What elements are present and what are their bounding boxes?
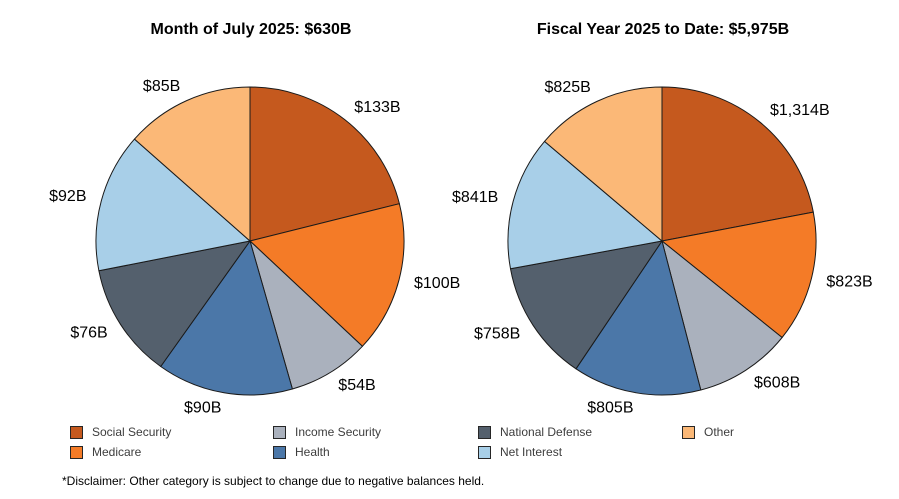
right-chart-title: Fiscal Year 2025 to Date: $5,975B <box>536 21 790 38</box>
legend-item-health: Health <box>273 445 381 459</box>
pie-left-label-health: $90B <box>184 400 221 417</box>
pie-right-slice-health <box>575 240 702 396</box>
pie-left-label-medicare: $100B <box>414 275 460 292</box>
pie-left-slice-income-security <box>249 240 363 390</box>
legend-item-social-security: Social Security <box>70 425 171 439</box>
pie-left-label-net-interest: $92B <box>49 188 86 205</box>
legend-item-net-interest: Net Interest <box>478 445 592 459</box>
disclaimer-text: *Disclaimer: Other category is subject t… <box>62 474 485 488</box>
pie-left-label-other: $85B <box>143 78 180 95</box>
legend-item-national-defense: National Defense <box>478 425 592 439</box>
legend-swatch-social-security <box>70 425 83 439</box>
pie-left-slice-social-security <box>249 86 400 242</box>
pie-right-label-medicare: $823B <box>826 273 872 290</box>
pie-right-label-other: $825B <box>545 79 591 96</box>
pie-left-label-national-defense: $76B <box>70 324 107 341</box>
legend-label-other: Other <box>704 425 735 439</box>
legend-swatch-income-security <box>273 425 286 439</box>
legend-label-health: Health <box>295 445 330 459</box>
pie-left-slice-medicare <box>249 203 405 347</box>
legend-swatch-national-defense <box>478 425 491 439</box>
pie-right-slice-income-security <box>661 240 783 391</box>
pie-right-slice-medicare <box>661 211 817 338</box>
pie-right-label-national-defense: $758B <box>474 325 520 342</box>
pie-right-label-social-security: $1,314B <box>770 102 830 119</box>
legend-label-national-defense: National Defense <box>500 425 593 439</box>
pie-left-label-social-security: $133B <box>354 99 400 116</box>
legend-item-income-security: Income Security <box>273 425 381 439</box>
left-chart-title: Month of July 2025: $630B <box>150 21 352 38</box>
pie-left-label-income-security: $54B <box>338 377 375 394</box>
chart-legend: Social Security Medicare Income Security… <box>0 425 899 465</box>
legend-item-medicare: Medicare <box>70 445 171 459</box>
legend-item-other: Other <box>682 425 734 439</box>
legend-label-net-interest: Net Interest <box>500 445 563 459</box>
pie-right-slice-national-defense <box>510 240 663 370</box>
pie-right-slice-other <box>544 86 663 242</box>
legend-column-2: Income Security Health <box>273 425 381 459</box>
legend-column-3: National Defense Net Interest <box>478 425 592 459</box>
pie-left-slice-other <box>134 86 251 242</box>
legend-column-4: Other <box>682 425 734 439</box>
legend-label-medicare: Medicare <box>92 445 142 459</box>
legend-column-1: Social Security Medicare <box>70 425 171 459</box>
legend-swatch-other <box>682 425 695 439</box>
pie-right-slice-social-security <box>661 86 814 242</box>
pie-left-slice-national-defense <box>98 240 251 367</box>
legend-label-social-security: Social Security <box>92 425 172 439</box>
legend-swatch-medicare <box>70 445 83 459</box>
pie-right-label-income-security: $608B <box>754 375 800 392</box>
pie-right-label-net-interest: $841B <box>452 189 498 206</box>
legend-swatch-health <box>273 445 286 459</box>
pie-left-slice-net-interest <box>95 138 251 272</box>
pie-right-label-health: $805B <box>587 400 633 417</box>
legend-label-income-security: Income Security <box>295 425 382 439</box>
pie-charts-svg: $133B $100B $54B $90B $76B $92B $85B $1,314B $82… <box>49 78 873 417</box>
pie-right-slice-net-interest <box>507 140 663 270</box>
legend-swatch-net-interest <box>478 445 491 459</box>
pie-left-slice-health <box>160 240 293 396</box>
